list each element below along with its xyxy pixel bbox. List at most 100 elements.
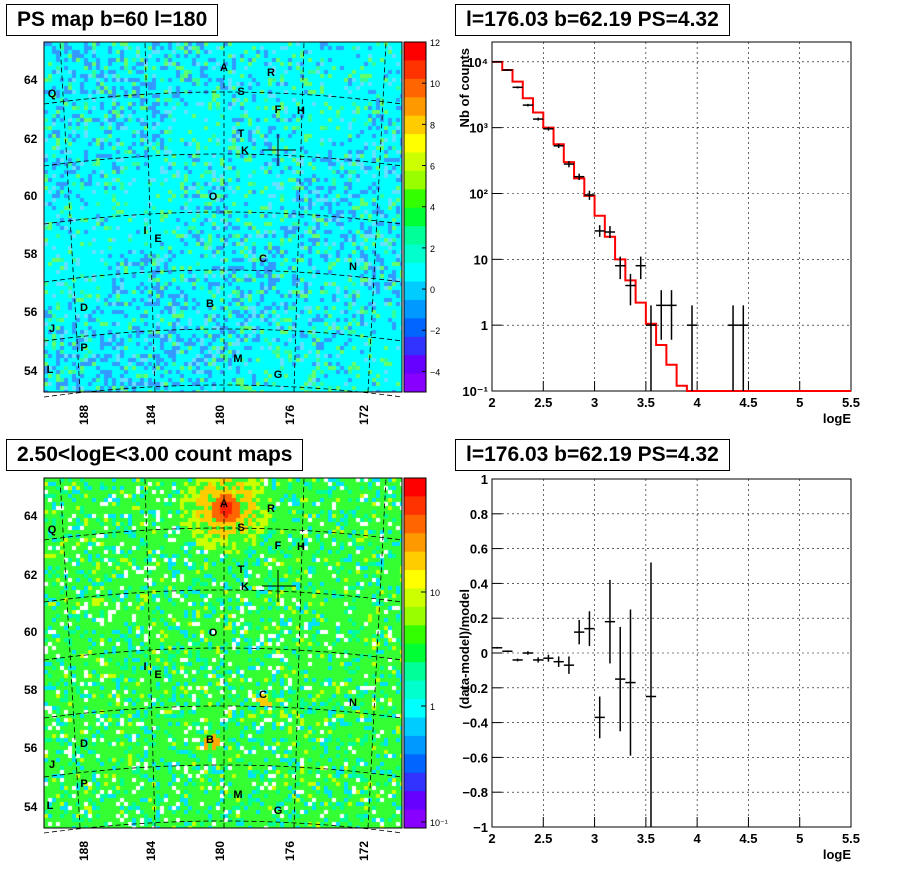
colorbar-swatch bbox=[404, 735, 426, 755]
latitude-line bbox=[43, 764, 403, 778]
x-tick-label: 3 bbox=[591, 395, 598, 410]
colorbar-swatch bbox=[404, 514, 426, 534]
x-tick-label: 188 bbox=[77, 841, 91, 861]
source-label-l: L bbox=[47, 364, 54, 376]
longitude-line bbox=[293, 41, 305, 393]
source-label-t: T bbox=[238, 564, 245, 576]
data-points bbox=[492, 61, 749, 391]
colorbar-tick-label: 12 bbox=[430, 38, 440, 48]
source-label-n: N bbox=[349, 261, 357, 273]
spectrum-grid bbox=[492, 42, 851, 391]
residual-point bbox=[604, 579, 616, 664]
y-tick-label: 54 bbox=[24, 364, 38, 378]
colorbar-swatch bbox=[404, 42, 426, 61]
colorbar-swatch bbox=[404, 606, 426, 626]
source-label-q: Q bbox=[48, 88, 57, 100]
latitude-line bbox=[43, 705, 403, 719]
colorbar-swatch bbox=[404, 699, 426, 718]
source-label-r: R bbox=[267, 67, 275, 79]
source-labels: A R S Q F H TK O IE C N D B J P M L G bbox=[47, 62, 357, 381]
source-label-a: A bbox=[220, 498, 228, 510]
colorbar: 12 10 8 6 4 2 0 −2 −4 bbox=[403, 38, 440, 393]
source-label-k: K bbox=[241, 145, 249, 157]
source-label-r: R bbox=[267, 503, 275, 515]
map-plot-area bbox=[44, 42, 402, 392]
source-label-a: A bbox=[220, 62, 228, 74]
y-tick-label: −1 bbox=[473, 820, 488, 835]
y-axis-label: (data-model)/model bbox=[457, 589, 472, 709]
map-plot-area bbox=[44, 478, 402, 828]
residuals-panel: 2 2.5 3 3.5 4 4.5 5 5.5 1 0.8 0.6 0.4 0.2 0 −0.2 −0.4 −0… bbox=[457, 472, 860, 862]
source-label-o: O bbox=[209, 191, 218, 203]
x-tick-label: 4 bbox=[694, 831, 702, 846]
y-tick-label: 0.4 bbox=[470, 576, 489, 591]
colorbar-tick-label: 2 bbox=[430, 244, 435, 254]
y-tick-label: −0.6 bbox=[462, 750, 488, 765]
residual-point bbox=[512, 658, 523, 662]
residual-point bbox=[522, 651, 534, 655]
y-tick-label: 0.2 bbox=[470, 611, 488, 626]
colorbar-tick-label: −4 bbox=[430, 367, 440, 377]
source-label-p: P bbox=[80, 778, 87, 790]
colorbar-swatch bbox=[404, 717, 426, 737]
x-tick-label: 3.5 bbox=[637, 395, 655, 410]
residual-point bbox=[533, 657, 544, 663]
colorbar-swatch bbox=[404, 299, 426, 319]
y-tick-label: −0.8 bbox=[462, 785, 488, 800]
x-tick-label: 184 bbox=[144, 405, 158, 425]
x-tick-label: 4 bbox=[694, 395, 702, 410]
latitude-line bbox=[43, 328, 403, 342]
colorbar-tick-label: 1 bbox=[430, 702, 435, 712]
colorbar-swatch bbox=[404, 244, 426, 264]
source-label-h: H bbox=[297, 541, 305, 553]
y-tick-label: 60 bbox=[24, 189, 38, 203]
residual-point bbox=[553, 656, 564, 667]
source-label-f: F bbox=[275, 104, 282, 116]
colorbar-swatch bbox=[404, 60, 426, 80]
source-label-j: J bbox=[49, 759, 55, 771]
source-label-i: I bbox=[143, 225, 146, 237]
data-point bbox=[594, 225, 605, 237]
colorbar-tick-label: 10⁻¹ bbox=[430, 818, 448, 828]
x-tick-label: 172 bbox=[357, 405, 371, 425]
colorbar-swatch bbox=[404, 152, 426, 172]
residuals-title: l=176.03 b=62.19 PS=4.32 bbox=[455, 439, 730, 471]
colorbar-swatch bbox=[404, 496, 426, 516]
x-tick-label: 184 bbox=[144, 841, 158, 861]
data-point bbox=[604, 226, 616, 239]
x-tick-label: 2.5 bbox=[534, 395, 552, 410]
count-map-title: 2.50<logE<3.00 count maps bbox=[6, 439, 304, 471]
source-label-d: D bbox=[80, 302, 88, 314]
data-point bbox=[645, 305, 657, 391]
x-tick-label: 2.5 bbox=[534, 831, 552, 846]
x-tick-label: 188 bbox=[77, 405, 91, 425]
source-label-c: C bbox=[259, 689, 267, 701]
y-tick-label: 58 bbox=[24, 683, 38, 697]
colorbar-tick-label: 6 bbox=[430, 162, 435, 172]
residuals-grid bbox=[492, 479, 851, 827]
colorbar-swatch bbox=[404, 551, 426, 571]
latitude-line bbox=[43, 589, 403, 603]
colorbar-tick-label: 8 bbox=[430, 120, 435, 130]
source-label-p: P bbox=[80, 342, 87, 354]
data-point bbox=[625, 273, 636, 306]
source-label-e: E bbox=[154, 233, 161, 245]
source-label-k: K bbox=[241, 581, 249, 593]
y-tick-label: 10³ bbox=[469, 121, 488, 136]
x-tick-label: 172 bbox=[357, 841, 371, 861]
longitude-line bbox=[59, 41, 81, 393]
x-axis-label: logE bbox=[823, 411, 851, 426]
y-tick-label: 1 bbox=[481, 472, 488, 487]
source-label-m: M bbox=[233, 789, 242, 801]
source-label-t: T bbox=[238, 128, 245, 140]
colorbar-tick-label: 10 bbox=[430, 79, 440, 89]
source-label-d: D bbox=[80, 738, 88, 750]
x-tick-label: 176 bbox=[283, 405, 297, 425]
colorbar-swatch bbox=[404, 662, 426, 682]
colorbar-swatch bbox=[404, 643, 426, 663]
residual-point bbox=[625, 609, 636, 756]
y-tick-label: 0.6 bbox=[470, 542, 488, 557]
map-grid bbox=[43, 41, 403, 398]
y-tick-label: 64 bbox=[24, 509, 38, 523]
